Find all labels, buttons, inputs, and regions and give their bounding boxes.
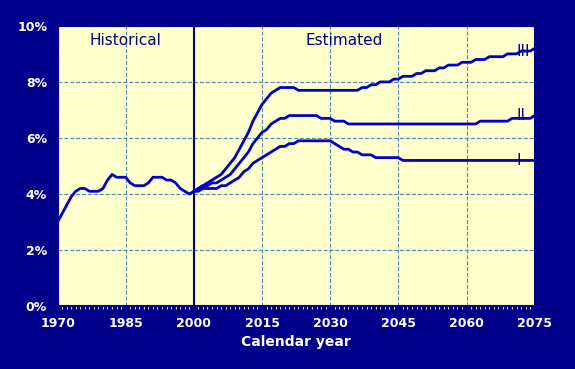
Text: II: II: [516, 108, 526, 123]
Text: III: III: [516, 44, 530, 59]
Text: I: I: [516, 153, 521, 168]
Text: Estimated: Estimated: [305, 33, 382, 48]
X-axis label: Calendar year: Calendar year: [242, 335, 351, 349]
Text: Historical: Historical: [90, 33, 162, 48]
